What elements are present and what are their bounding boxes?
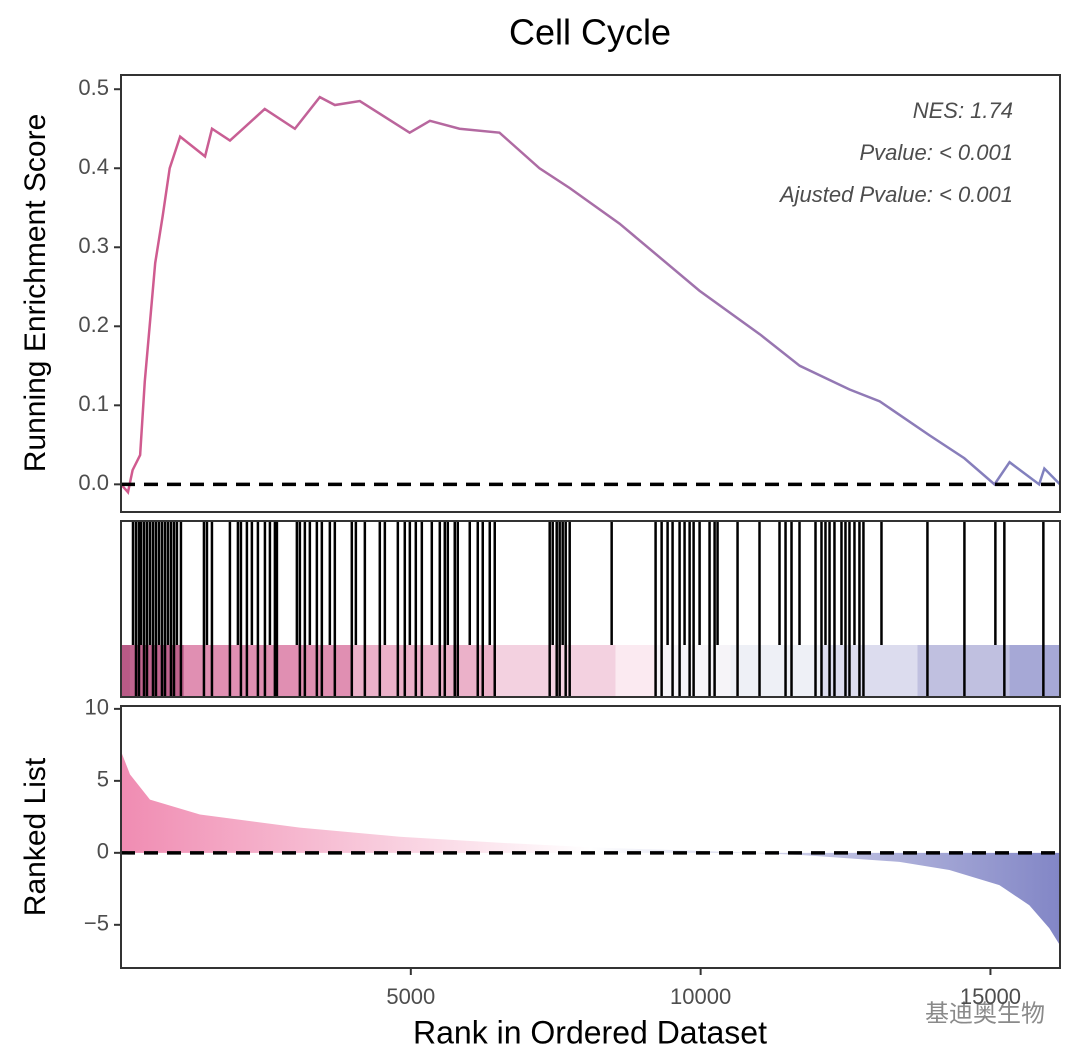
metric-band (121, 645, 130, 697)
y-tick-label: 0.5 (78, 75, 109, 100)
watermark: 基迪奥生物 (925, 1000, 1045, 1027)
y-tick-label: 0.0 (78, 470, 109, 495)
metric-band (350, 645, 496, 697)
annotation: NES: 1.74 (913, 98, 1013, 123)
panel-border (120, 705, 1061, 969)
metric-band (615, 645, 656, 697)
metric-band (730, 645, 821, 697)
y-axis-label: Ranked List (19, 757, 52, 916)
y-tick-label: 0.1 (78, 391, 109, 416)
metric-band (820, 645, 918, 697)
y-tick-label: −5 (84, 911, 109, 936)
x-tick-label: 15000 (960, 984, 1021, 1009)
annotation: Pvalue: < 0.001 (859, 140, 1013, 165)
enrichment-line (120, 95, 1061, 495)
metric-band (183, 645, 351, 697)
x-axis-label: Rank in Ordered Dataset (413, 1014, 767, 1050)
x-tick-label: 5000 (386, 984, 435, 1009)
annotation: Ajusted Pvalue: < 0.001 (778, 182, 1013, 207)
metric-band (1009, 645, 1060, 697)
x-tick-label: 10000 (670, 984, 731, 1009)
y-tick-label: 0.3 (78, 233, 109, 258)
y-tick-label: 10 (85, 695, 109, 720)
ranked-area (121, 751, 1060, 946)
panel-border (120, 520, 1061, 698)
y-axis-label: Running Enrichment Score (19, 114, 52, 473)
panel-border (120, 74, 1061, 513)
y-tick-label: 5 (97, 767, 109, 792)
y-tick-label: 0 (97, 839, 109, 864)
y-tick-label: 0.4 (78, 154, 109, 179)
chart-title: Cell Cycle (509, 12, 671, 53)
y-tick-label: 0.2 (78, 312, 109, 337)
